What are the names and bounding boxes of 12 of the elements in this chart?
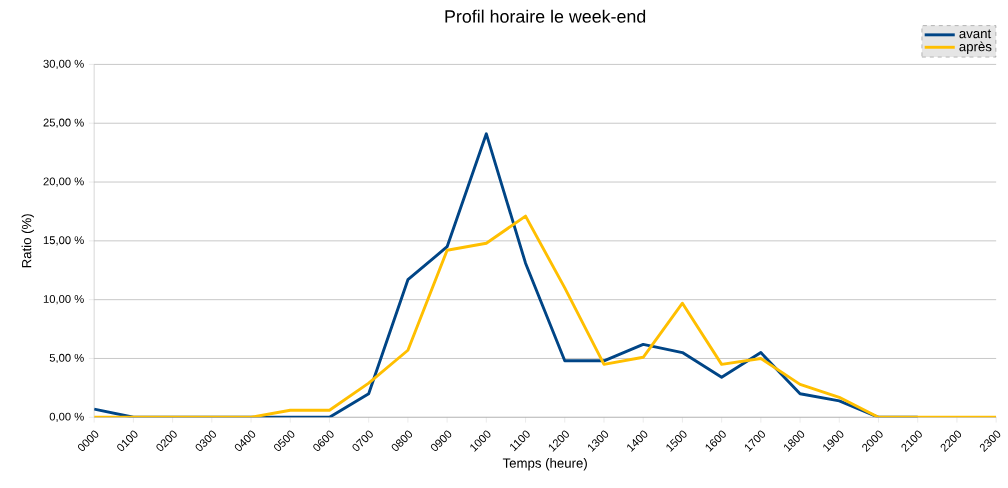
y-tick-label: 20,00 %: [43, 177, 84, 187]
x-axis-title: Temps (heure): [502, 458, 587, 471]
chart-title: Profil horaire le week-end: [445, 9, 646, 23]
y-tick-label: 5,00 %: [49, 354, 84, 364]
y-tick-label: 25,00 %: [43, 118, 84, 129]
y-axis-title: Ratio (%): [21, 214, 34, 268]
legend-label: avant: [959, 29, 992, 39]
y-tick-label: 0,00 %: [49, 412, 84, 423]
y-tick-label: 15,00 %: [43, 236, 84, 246]
legend-label: après: [959, 41, 992, 55]
y-tick-label: 30,00 %: [43, 59, 84, 70]
y-tick-label: 10,00 %: [43, 295, 84, 305]
